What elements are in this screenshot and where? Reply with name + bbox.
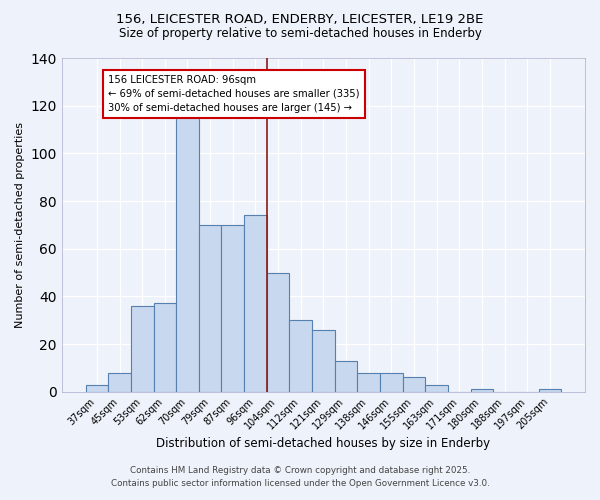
Bar (358, 372, 380, 392)
Bar (267, 272, 289, 392)
Bar (380, 372, 403, 392)
Bar (470, 390, 493, 392)
Bar (539, 390, 561, 392)
Bar (403, 378, 425, 392)
Bar (154, 304, 176, 392)
Bar (312, 330, 335, 392)
Bar (86, 384, 108, 392)
Bar (199, 225, 221, 392)
Bar (244, 216, 267, 392)
Bar (131, 306, 154, 392)
Bar (221, 225, 244, 392)
Bar (108, 372, 131, 392)
Text: 156, LEICESTER ROAD, ENDERBY, LEICESTER, LE19 2BE: 156, LEICESTER ROAD, ENDERBY, LEICESTER,… (116, 12, 484, 26)
X-axis label: Distribution of semi-detached houses by size in Enderby: Distribution of semi-detached houses by … (157, 437, 490, 450)
Bar (335, 360, 358, 392)
Y-axis label: Number of semi-detached properties: Number of semi-detached properties (15, 122, 25, 328)
Bar (425, 384, 448, 392)
Bar (289, 320, 312, 392)
Bar (176, 94, 199, 392)
Text: Contains HM Land Registry data © Crown copyright and database right 2025.
Contai: Contains HM Land Registry data © Crown c… (110, 466, 490, 487)
Text: Size of property relative to semi-detached houses in Enderby: Size of property relative to semi-detach… (119, 28, 481, 40)
Text: 156 LEICESTER ROAD: 96sqm
← 69% of semi-detached houses are smaller (335)
30% of: 156 LEICESTER ROAD: 96sqm ← 69% of semi-… (108, 74, 360, 112)
